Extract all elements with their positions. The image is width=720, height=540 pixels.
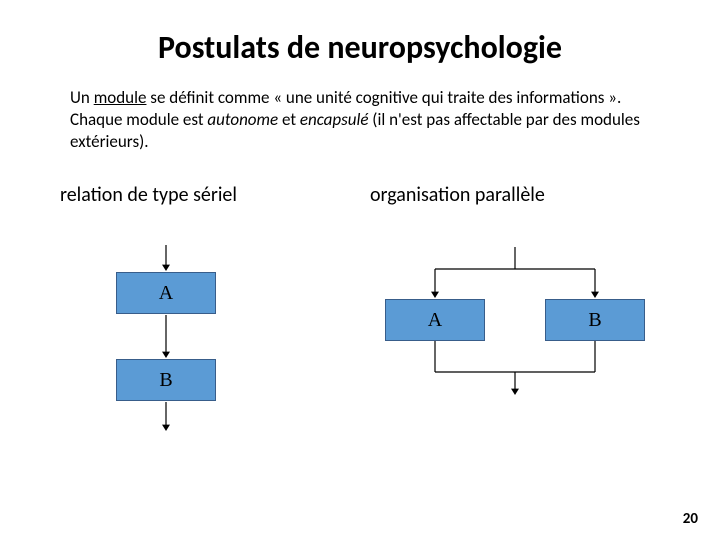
definition-text: Un module se définit comme « une unité c…	[0, 87, 720, 153]
serial-heading: relation de type sériel	[50, 183, 360, 207]
node-parallel-A: A	[385, 299, 485, 341]
parallel-heading: organisation parallèle	[360, 183, 670, 207]
page-number: 20	[683, 510, 698, 528]
node-parallel-B: B	[545, 299, 645, 341]
def-p1: Un	[70, 87, 94, 108]
slide-title: Postulats de neuropsychologie	[0, 0, 720, 87]
parallel-column: organisation parallèle AB	[360, 183, 670, 457]
node-serial-A: A	[116, 272, 216, 314]
columns-container: relation de type sériel AB organisation …	[0, 183, 720, 457]
serial-arrows-svg	[50, 217, 360, 457]
node-serial-B: B	[116, 359, 216, 401]
parallel-diagram: AB	[360, 217, 670, 457]
def-autonome: autonome	[207, 109, 278, 130]
serial-column: relation de type sériel AB	[50, 183, 360, 457]
def-encapsule: encapsulé	[300, 109, 369, 130]
serial-diagram: AB	[50, 217, 360, 457]
def-module: module	[94, 87, 147, 108]
def-p3: et	[278, 109, 300, 130]
